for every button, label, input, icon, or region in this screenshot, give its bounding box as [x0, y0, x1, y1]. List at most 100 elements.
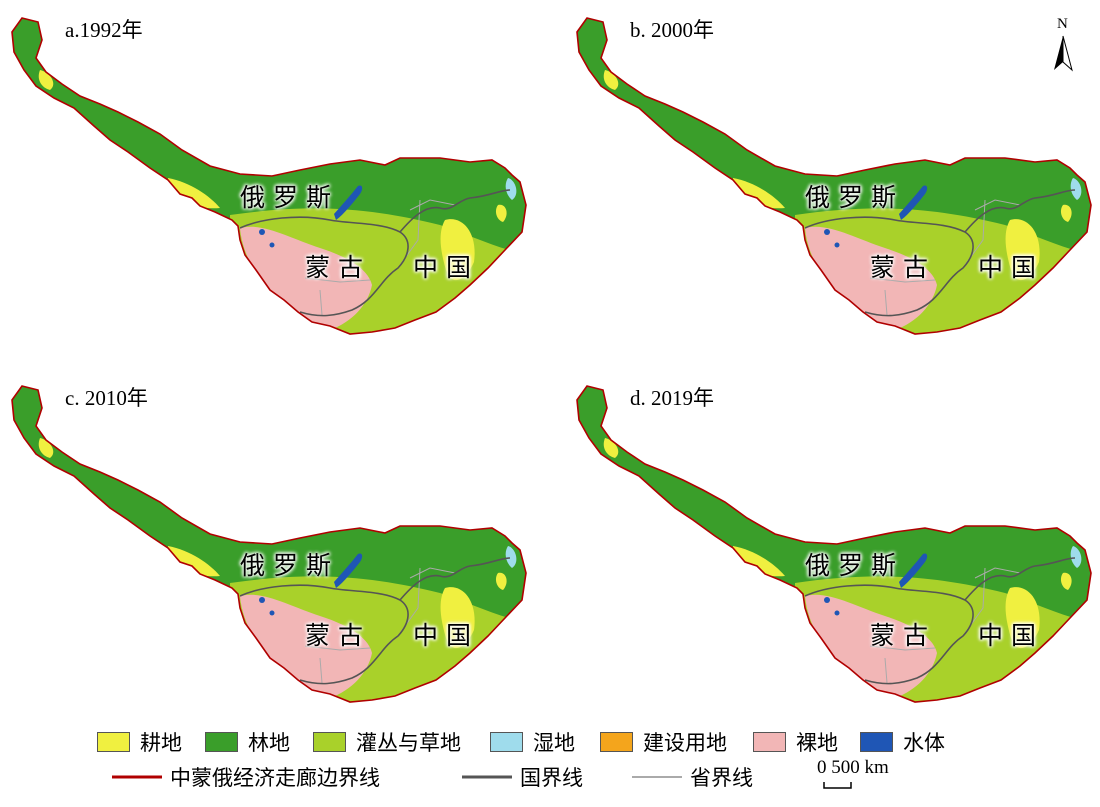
legend-label: 国界线	[520, 766, 583, 790]
corridor-map	[576, 17, 1092, 335]
corridor-map	[11, 17, 527, 335]
map-panel-d: d. 2019年 俄罗斯 蒙古 中国	[565, 368, 1100, 733]
legend-item-national-border: 国界线	[462, 762, 583, 792]
label-mongolia: 蒙古	[870, 253, 937, 282]
legend-item-corridor-boundary: 中蒙俄经济走廊边界线	[112, 762, 380, 792]
cropland-patch	[733, 546, 785, 577]
corridor-map	[11, 385, 527, 703]
lake	[824, 229, 830, 235]
legend-item-built-up: 建设用地	[600, 727, 727, 757]
label-russia: 俄罗斯	[240, 183, 340, 212]
label-mongolia: 蒙古	[305, 621, 372, 650]
legend-item-province-border: 省界线	[632, 762, 753, 792]
legend-label: 中蒙俄经济走廊边界线	[170, 766, 380, 790]
legend-item-water: 水体	[860, 727, 945, 757]
scale-bar	[823, 782, 852, 789]
province-border	[869, 199, 1021, 316]
legend-item-wetland: 湿地	[490, 727, 575, 757]
panel-title: d. 2019年	[630, 386, 714, 410]
map-panel-b: b. 2000年 俄罗斯 蒙古 中国	[565, 0, 1100, 365]
national-border	[964, 189, 1076, 233]
swatch-cropland	[97, 732, 130, 752]
label-russia: 俄罗斯	[240, 551, 340, 580]
wetland-patch	[505, 546, 517, 568]
label-russia: 俄罗斯	[805, 183, 905, 212]
province-border	[304, 199, 456, 316]
legend-label: 建设用地	[643, 731, 727, 755]
corridor-map	[576, 385, 1092, 703]
legend-item-cropland: 耕地	[97, 727, 182, 757]
map-panel-a: a.1992年 俄罗斯 蒙古 中国	[0, 0, 540, 365]
legend: 耕地 林地 灌丛与草地 湿地 建设用地 裸地 水体 中蒙俄经济走廊边界线 国界线…	[0, 722, 1100, 807]
cropland-patch	[168, 178, 220, 209]
cropland-patch	[1032, 667, 1049, 685]
national-border	[804, 584, 974, 685]
wetland-patch	[1070, 178, 1082, 200]
lake-baikal	[334, 185, 363, 220]
panel-title: a.1992年	[65, 18, 143, 42]
swatch-water	[860, 732, 893, 752]
legend-label: 水体	[903, 731, 945, 755]
lake	[834, 242, 840, 248]
map-panel-c: c. 2010年 俄罗斯 蒙古 中国	[0, 368, 540, 733]
legend-label: 林地	[248, 731, 290, 755]
swatch-bare	[753, 732, 786, 752]
province-border-symbol	[632, 776, 682, 778]
wetland-patch	[1070, 546, 1082, 568]
province-border	[869, 567, 1021, 684]
cropland-patch	[1005, 219, 1040, 281]
north-arrow-icon	[1054, 35, 1073, 72]
national-border-symbol	[462, 775, 512, 779]
lake-baikal	[334, 553, 363, 588]
lake	[259, 229, 265, 235]
cropland-patch	[495, 572, 507, 590]
national-border	[804, 216, 974, 317]
lake-baikal	[899, 553, 928, 588]
cropland-patch	[1060, 572, 1072, 590]
swatch-shrub-grass	[313, 732, 346, 752]
legend-item-forest: 林地	[205, 727, 290, 757]
scale-zero: 0	[817, 757, 827, 778]
lake	[269, 242, 275, 248]
lake	[259, 597, 265, 603]
lake	[834, 610, 840, 616]
label-mongolia: 蒙古	[870, 621, 937, 650]
cropland-patch	[38, 438, 54, 458]
scale-labels: 0 500 km	[817, 757, 889, 779]
swatch-forest	[205, 732, 238, 752]
label-russia: 俄罗斯	[805, 551, 905, 580]
cropland-patch	[603, 438, 619, 458]
north-label: N	[1057, 16, 1068, 32]
label-china: 中国	[978, 253, 1045, 282]
cropland-patch	[467, 299, 484, 317]
legend-label: 灌丛与草地	[356, 731, 461, 755]
national-border	[399, 189, 511, 233]
cropland-patch	[467, 667, 484, 685]
corridor-boundary	[11, 17, 527, 335]
national-border	[239, 584, 409, 685]
corridor-line-symbol	[112, 775, 162, 779]
cropland-patch	[733, 178, 785, 209]
panel-title: c. 2010年	[65, 386, 148, 410]
label-mongolia: 蒙古	[305, 253, 372, 282]
national-border	[399, 557, 511, 601]
cropland-patch	[440, 219, 475, 281]
cropland-patch	[440, 587, 475, 649]
lake-baikal	[899, 185, 928, 220]
swatch-wetland	[490, 732, 523, 752]
legend-label: 湿地	[533, 731, 575, 755]
panel-title: b. 2000年	[630, 18, 714, 42]
lake	[269, 610, 275, 616]
corridor-boundary	[576, 17, 1092, 335]
label-china: 中国	[413, 253, 480, 282]
label-china: 中国	[978, 621, 1045, 650]
legend-label: 省界线	[690, 766, 753, 790]
lake	[824, 597, 830, 603]
swatch-built-up	[600, 732, 633, 752]
legend-item-shrub-grass: 灌丛与草地	[313, 727, 461, 757]
legend-label: 耕地	[140, 731, 182, 755]
national-border	[239, 216, 409, 317]
legend-item-bare: 裸地	[753, 727, 838, 757]
legend-label: 裸地	[796, 731, 838, 755]
corridor-boundary	[576, 385, 1092, 703]
